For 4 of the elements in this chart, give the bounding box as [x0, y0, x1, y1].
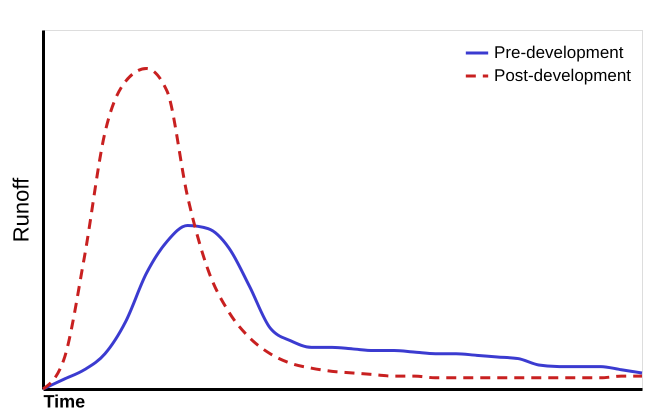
x-axis-title: Time — [44, 392, 86, 412]
legend-label: Pre-development — [494, 43, 624, 62]
y-axis-title: Runoff — [8, 176, 34, 242]
legend-label: Post-development — [494, 66, 632, 85]
